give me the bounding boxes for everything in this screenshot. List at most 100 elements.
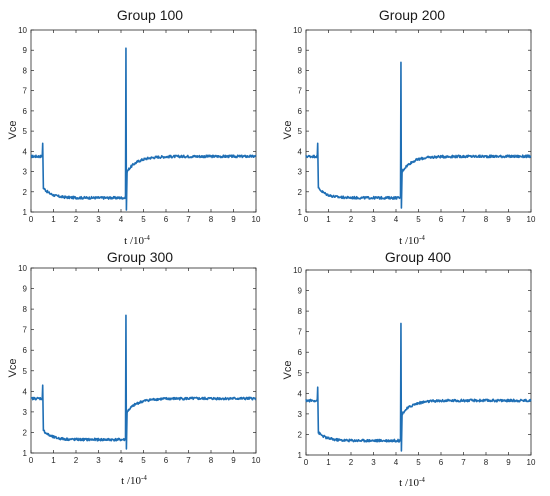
- x-tick-label: 4: [394, 458, 399, 467]
- chart-panel-group-200: Group 200 0 1 2 3 4 5 6 7 8 9 10 1 2 3 4 5 6 7 8 9 10 Vce t …: [275, 0, 550, 248]
- x-axis-label-exponent: -4: [141, 474, 147, 482]
- y-tick-label: 10: [18, 26, 27, 35]
- plot-frame: [30, 29, 257, 213]
- x-tick-label: 1: [51, 456, 56, 465]
- x-tick-label: 6: [164, 215, 169, 224]
- y-tick-label: 1: [23, 449, 28, 458]
- x-axis-label-exponent: -4: [419, 234, 425, 242]
- x-tick-label: 8: [484, 458, 489, 467]
- y-tick-label: 1: [298, 451, 303, 460]
- chart-panel-group-300: Group 300 0 1 2 3 4 5 6 7 8 9 10 1 2 3 4 5 6 7 8 9 10 Vce t …: [0, 248, 275, 496]
- y-tick-label: 8: [298, 307, 303, 316]
- y-tick-label: 3: [298, 168, 303, 177]
- y-tick-label: 7: [23, 326, 28, 335]
- chart-title: Group 300: [107, 249, 173, 265]
- x-tick-label: 8: [484, 215, 489, 224]
- y-tick-label: 5: [298, 127, 303, 136]
- x-axis-label: t /10-4: [124, 234, 150, 247]
- y-axis-label: Vce: [282, 121, 294, 140]
- x-tick-label: 10: [252, 215, 261, 224]
- x-tick-label: 5: [141, 215, 146, 224]
- y-tick-label: 6: [23, 346, 28, 355]
- x-tick-label: 4: [394, 215, 399, 224]
- chart-title: Group 100: [117, 7, 183, 23]
- x-axis-label-base: t /10: [399, 477, 419, 489]
- x-tick-label: 7: [461, 458, 466, 467]
- y-tick-label: 3: [298, 410, 303, 419]
- x-tick-label: 3: [96, 215, 101, 224]
- y-tick-label: 8: [23, 305, 28, 314]
- series-line-vce: [305, 322, 532, 452]
- chart-title: Group 200: [379, 7, 445, 23]
- x-tick-label: 5: [141, 456, 146, 465]
- y-tick-label: 6: [298, 107, 303, 116]
- chart-title: Group 400: [385, 249, 451, 265]
- y-tick-label: 7: [298, 328, 303, 337]
- x-axis-label-base: t /10: [124, 235, 144, 247]
- series-line-vce: [305, 61, 532, 209]
- x-tick-label: 5: [416, 458, 421, 467]
- x-tick-label: 6: [164, 456, 169, 465]
- y-tick-label: 7: [23, 87, 28, 96]
- x-tick-label: 3: [96, 456, 101, 465]
- plot-frame: [30, 267, 257, 454]
- x-tick-label: 7: [186, 215, 191, 224]
- y-tick-label: 9: [23, 285, 28, 294]
- y-tick-label: 2: [23, 428, 28, 437]
- y-tick-label: 7: [298, 87, 303, 96]
- x-tick-label: 2: [349, 215, 354, 224]
- x-tick-label: 9: [506, 458, 511, 467]
- x-tick-label: 9: [231, 456, 236, 465]
- plot-frame: [305, 269, 532, 456]
- x-tick-label: 4: [119, 456, 124, 465]
- y-axis-label: Vce: [7, 359, 19, 378]
- y-tick-label: 4: [23, 387, 28, 396]
- y-tick-label: 3: [23, 408, 28, 417]
- x-axis-label-base: t /10: [121, 475, 141, 487]
- y-tick-label: 9: [298, 287, 303, 296]
- y-tick-label: 2: [298, 430, 303, 439]
- x-tick-label: 3: [371, 215, 376, 224]
- chart-panel-group-100: Group 100 0 1 2 3 4 5 6 7 8 9 10 1 2 3 4 5 6 7 8 9 10 Vce t …: [0, 0, 275, 248]
- y-tick-label: 10: [293, 266, 302, 275]
- x-tick-label: 0: [304, 458, 309, 467]
- y-tick-label: 5: [23, 367, 28, 376]
- y-tick-label: 1: [298, 208, 303, 217]
- x-axis-label: t /10-4: [399, 234, 425, 247]
- y-tick-label: 4: [23, 147, 28, 156]
- x-tick-label: 1: [326, 215, 331, 224]
- y-tick-label: 2: [23, 188, 28, 197]
- x-tick-label: 1: [51, 215, 56, 224]
- x-tick-label: 10: [527, 215, 536, 224]
- y-tick-label: 9: [298, 46, 303, 55]
- x-tick-label: 0: [304, 215, 309, 224]
- x-tick-label: 10: [527, 458, 536, 467]
- x-tick-label: 6: [439, 458, 444, 467]
- x-tick-label: 2: [74, 456, 79, 465]
- y-tick-label: 6: [23, 107, 28, 116]
- x-tick-label: 5: [416, 215, 421, 224]
- chart-panel-group-400: Group 400 0 1 2 3 4 5 6 7 8 9 10 1 2 3 4 5 6 7 8 9 10 Vce t …: [275, 248, 550, 496]
- x-tick-label: 4: [119, 215, 124, 224]
- x-axis-label-exponent: -4: [144, 234, 150, 242]
- y-axis-label: Vce: [7, 121, 19, 140]
- x-axis-label-exponent: -4: [419, 476, 425, 484]
- x-tick-label: 2: [74, 215, 79, 224]
- y-tick-label: 10: [293, 26, 302, 35]
- y-tick-label: 2: [298, 188, 303, 197]
- y-tick-label: 8: [23, 66, 28, 75]
- x-tick-label: 3: [371, 458, 376, 467]
- y-tick-label: 4: [298, 147, 303, 156]
- x-axis-label-base: t /10: [399, 235, 419, 247]
- y-tick-label: 5: [23, 127, 28, 136]
- y-tick-label: 9: [23, 46, 28, 55]
- x-tick-label: 8: [209, 456, 214, 465]
- y-tick-label: 10: [18, 264, 27, 273]
- x-tick-label: 9: [506, 215, 511, 224]
